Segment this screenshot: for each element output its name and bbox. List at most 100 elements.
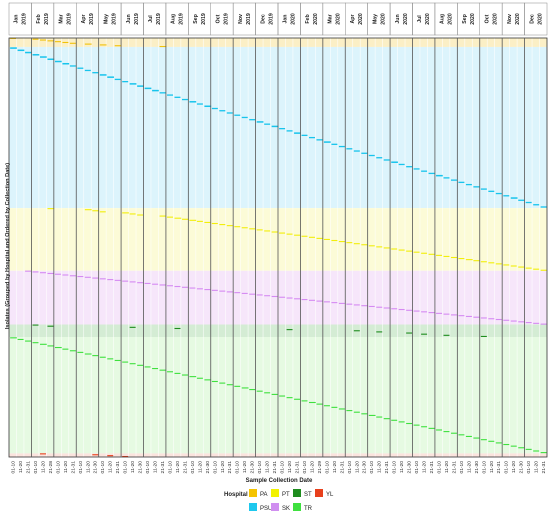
month-year-label: 2019 [156,13,162,25]
isolate-cell-psu [114,78,121,81]
isolate-cell-tr [10,337,17,339]
period-tick-label: 11-20 [197,461,203,473]
legend-swatch [293,503,301,511]
isolate-cell-tr [204,379,212,381]
isolate-cell-tr [241,387,249,389]
month-name-label: Feb [36,14,42,23]
isolate-cell-yl [40,453,46,455]
legend-title: Hospital [224,492,248,498]
period-tick-label: 01-10 [257,461,263,474]
x-axis-label: Sample Collection Date [246,478,313,484]
isolate-cell-tr [271,393,278,395]
isolate-cell-sk [413,310,420,312]
isolate-cell-pt [331,239,338,242]
isolate-cell-psu [286,130,293,132]
isolate-cell-psu [465,183,472,186]
isolate-cell-psu [421,170,428,172]
isolate-cell-psu [391,161,398,163]
isolate-cell-tr [129,363,136,365]
isolate-cell-psu [264,123,271,125]
month-name-label: Aug [171,14,177,24]
period-tick-label: 01-10 [481,461,487,474]
isolate-cell-tr [294,398,301,400]
isolate-cell-tr [286,397,293,399]
month-name-label: Oct [215,14,221,23]
period-tick-label: 21-30 [474,461,480,474]
period-tick-label: 21-31 [182,461,188,474]
isolate-cell-pt [510,265,517,267]
isolate-cell-pt [226,225,233,227]
isolate-cell-sk [256,294,263,296]
isolate-cell-sk [144,282,151,284]
isolate-cell-tr [495,442,502,444]
isolate-cell-sk [167,285,174,287]
isolate-cell-tr [465,435,472,437]
month-year-label: 2020 [492,13,498,25]
isolate-cell-pt [391,248,398,250]
isolate-cell-sk [54,273,61,275]
isolate-cell-pt [525,267,532,269]
isolate-cell-pt [406,250,413,252]
month-header-strip: Jan 2019 Feb 2019 Mar 2019 Apr 2019 May 2019 Jun 20… [8,2,548,36]
isolate-cell-tr [458,434,465,436]
legend-label: PSU [260,506,272,512]
isolate-cell-sk [391,308,398,310]
month-header: Dec 2020 [524,2,548,36]
isolate-cell-sk [264,295,271,297]
isolate-cell-sk [196,288,203,290]
isolate-cell-pt [465,259,473,261]
isolate-cell-pa [62,41,69,44]
month-year-label: 2020 [470,13,476,25]
isolate-cell-psu [211,107,218,110]
isolate-cell-psu [84,69,91,72]
period-tick-label: 11-20 [85,461,91,473]
isolate-cell-tr [443,431,450,433]
isolate-cell-pt [167,216,174,218]
month-name-label: Nov [507,14,513,24]
isolate-cell-sk [241,292,248,294]
month-name-label: Dec [260,14,266,24]
isolate-cell-sk [174,285,181,288]
isolate-cell-pt [533,268,540,270]
isolate-cell-pt [211,222,218,225]
month-year-label: 2020 [336,13,342,25]
period-tick-label: 11-20 [175,461,181,473]
isolate-cell-sk [458,315,465,317]
period-tick-label: 21-30 [362,461,368,474]
isolate-cell-pt [234,226,241,228]
period-tick-label: 01-10 [145,461,151,474]
month-name-label: Jan [283,15,289,24]
isolate-cell-pt [540,269,547,271]
isolate-cell-tr [219,382,226,384]
isolate-cell-tr [331,406,338,408]
isolate-cell-pt [398,249,405,251]
legend-swatch [271,489,279,497]
isolate-cell-pt [309,236,315,238]
isolate-cell-sk [279,296,286,298]
isolate-cell-tr [323,405,330,407]
isolate-cell-sk [271,295,278,298]
isolate-cell-pt [219,224,226,226]
month-name-label: Mar [59,14,65,23]
isolate-cell-tr [398,421,405,423]
period-tick-label: 21-28 [48,461,54,474]
isolate-cell-psu [323,141,331,143]
isolate-cell-pt [92,210,100,212]
period-tick-label: 11-20 [153,461,159,473]
isolate-cell-tr [69,350,76,352]
isolate-cell-psu [62,62,70,65]
isolate-cell-sk [92,277,99,279]
isolate-cell-psu [361,152,368,154]
period-tick-label: 21-30 [519,461,525,474]
isolate-cell-sk [473,316,480,318]
isolate-cell-sk [533,322,540,324]
month-year-label: 2020 [358,13,364,25]
isolate-cell-psu [533,204,540,206]
period-tick-label: 11-20 [265,461,271,473]
isolate-cell-pa [32,38,39,40]
isolate-cell-tr [264,392,271,394]
isolate-cell-pt [301,235,308,237]
isolate-cell-pt [99,211,106,213]
isolate-cell-tr [249,389,256,391]
month-year-label: 2019 [201,13,207,25]
